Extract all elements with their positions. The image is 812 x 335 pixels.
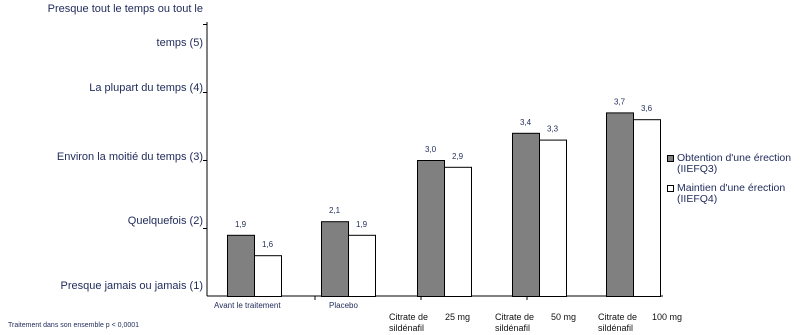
legend-label-code: (IIEFQ3) (677, 163, 718, 175)
legend-swatch-gray (667, 155, 674, 162)
x-category-label: Avant le traitement (214, 301, 281, 310)
bar (512, 132, 540, 297)
x-category-label: sildénafil (495, 323, 531, 333)
bar (606, 112, 634, 298)
legend-label-code: (IIEFQ4) (677, 193, 718, 205)
bar-value-label: 3,4 (520, 118, 532, 127)
x-category-dose: 25 mg (445, 312, 471, 322)
bar-value-label: 1,9 (356, 220, 368, 229)
bar (444, 166, 472, 297)
x-category-label: sildénafil (389, 323, 425, 333)
y-tick-label-5b: temps (5) (156, 37, 203, 49)
chart-bars (227, 112, 661, 298)
legend-swatch-white (667, 185, 674, 192)
y-tick-label-3: Environ la moitié du temps (3) (56, 151, 203, 163)
bar-value-label: 1,9 (235, 220, 247, 229)
y-axis-labels: Presque tout le temps ou tout le temps (… (0, 0, 203, 335)
x-category-label: Citrate de (598, 312, 638, 322)
legend-item-obtention: Obtention d'une érection (IIEFQ3) (665, 153, 812, 175)
legend-item-maintien: Maintien d'une érection (IIEFQ4) (665, 183, 812, 205)
bar-value-label: 3,3 (547, 125, 559, 134)
bar (321, 221, 349, 297)
bar (348, 234, 376, 298)
y-tick-label-1: Presque jamais ou jamais (1) (60, 280, 203, 292)
footnote: Traitement dans son ensemble p < 0,0001 (8, 322, 140, 329)
bar (633, 119, 661, 297)
bar (539, 139, 567, 297)
x-category-label: sildénafil (598, 323, 634, 333)
y-tick-label-4: La plupart du temps (4) (89, 82, 203, 94)
bar (227, 234, 255, 298)
x-category-label: Placebo (329, 301, 358, 310)
legend-label: Maintien d'une érection (677, 182, 786, 194)
bar-value-label: 1,6 (262, 240, 274, 249)
bar-value-label: 3,0 (425, 145, 437, 154)
bar-value-label: 2,1 (329, 206, 341, 215)
x-category-dose: 100 mg (652, 312, 683, 322)
chart-legend: Obtention d'une érection (IIEFQ3) Mainti… (665, 153, 812, 213)
chart-value-labels: 1,9 2,1 3,0 3,4 3,7 1,6 1,9 2,9 3,3 3,6 (235, 97, 653, 249)
legend-label: Obtention d'une érection (677, 152, 792, 164)
bar (254, 255, 282, 297)
bar-value-label: 3,7 (614, 97, 626, 106)
y-tick-label-2: Quelquefois (2) (127, 215, 203, 227)
x-category-dose: 50 mg (551, 312, 577, 322)
x-category-label: Citrate de (495, 312, 535, 322)
bar-value-label: 3,6 (641, 104, 653, 113)
y-tick-label-5a: Presque tout le temps ou tout le (47, 3, 203, 15)
x-category-label: Citrate de (389, 312, 429, 322)
bar-value-label: 2,9 (452, 152, 464, 161)
bar (417, 160, 445, 297)
